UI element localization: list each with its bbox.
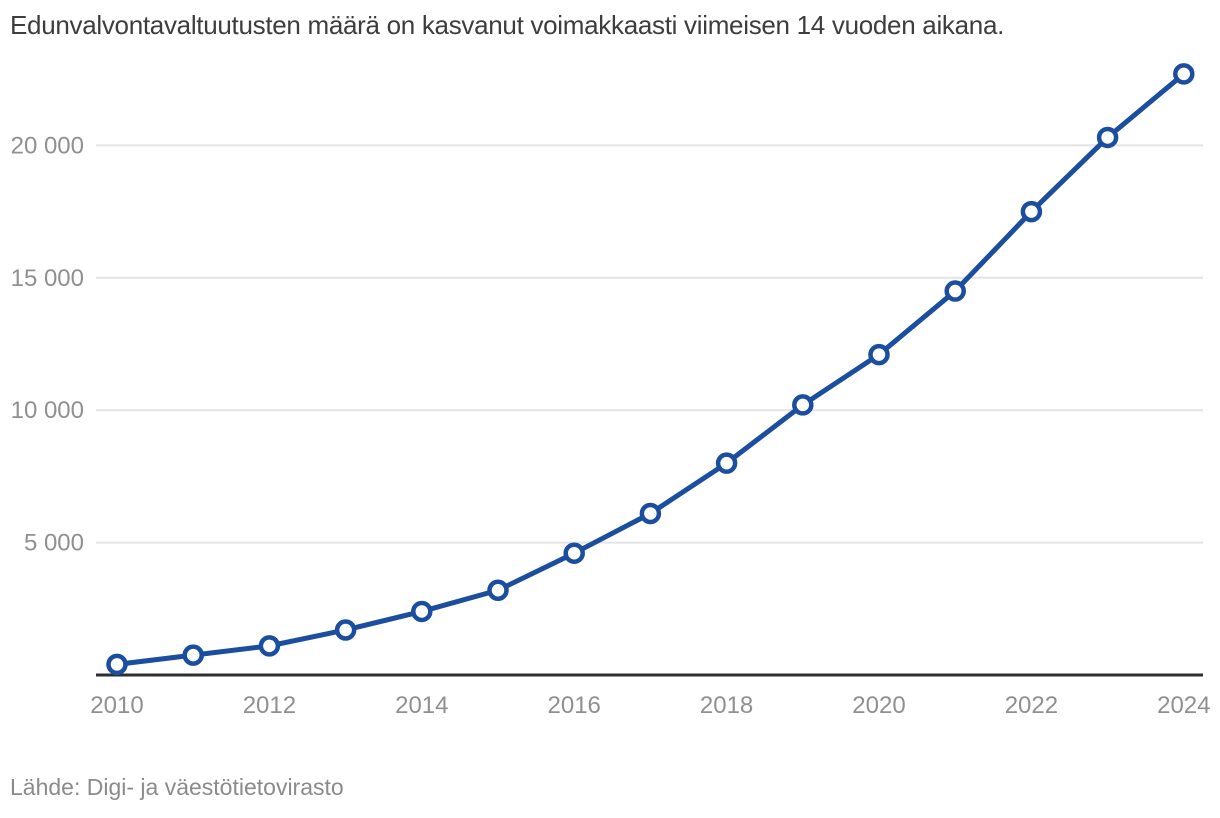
data-line <box>114 71 1187 667</box>
data-point <box>182 644 204 666</box>
data-point <box>411 600 433 623</box>
x-tick-label: 2016 <box>548 692 601 719</box>
data-point <box>487 579 509 602</box>
data-point <box>715 452 738 474</box>
data-point <box>563 542 585 564</box>
x-tick-label: 2024 <box>1157 692 1210 719</box>
data-point <box>792 394 814 416</box>
x-tick-label: 2014 <box>395 692 448 719</box>
x-tick-label: 2020 <box>852 692 905 719</box>
data-point <box>106 653 128 676</box>
x-tick-label: 2012 <box>243 692 296 719</box>
data-point <box>334 619 357 641</box>
x-tick-label: 2022 <box>1005 692 1058 719</box>
y-tick-label: 20 000 <box>11 132 84 159</box>
data-points <box>106 63 1195 676</box>
data-point <box>1096 126 1119 149</box>
gridlines <box>96 144 1203 544</box>
x-tick-label: 2010 <box>90 692 143 719</box>
y-axis-labels: 5 000 10 000 15 000 20 000 <box>11 132 84 556</box>
y-tick-label: 10 000 <box>11 397 84 424</box>
data-point <box>639 502 662 525</box>
data-point <box>1173 63 1195 85</box>
x-tick-label: 2018 <box>700 692 753 719</box>
data-point <box>944 280 966 302</box>
data-point <box>258 635 281 657</box>
data-point <box>1020 200 1043 223</box>
x-axis-labels: 2010 2012 2014 2016 2018 2020 2022 2024 <box>90 692 1210 719</box>
chart-title: Edunvalvontavaltuutusten määrä on kasvan… <box>10 10 1005 40</box>
y-tick-label: 15 000 <box>11 265 84 292</box>
y-tick-label: 5 000 <box>24 530 84 557</box>
source-caption: Lähde: Digi- ja väestötietovirasto <box>10 774 344 800</box>
data-point <box>868 343 890 366</box>
